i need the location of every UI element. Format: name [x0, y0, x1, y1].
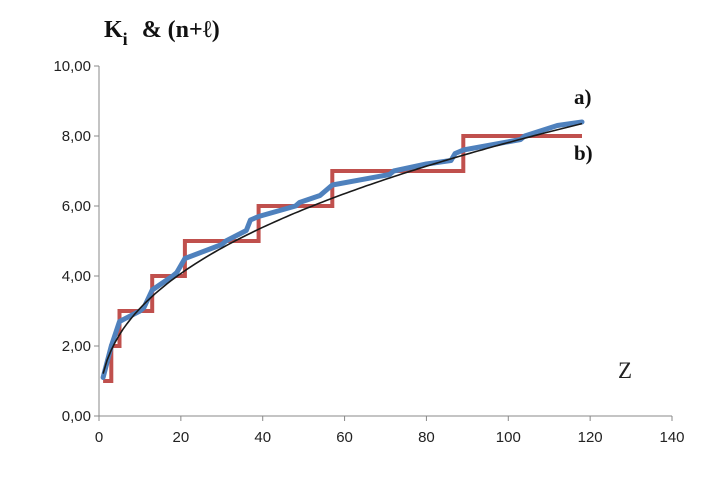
x-tick-label: 80: [418, 429, 435, 446]
chart-title: Ki & (n+ℓ): [104, 17, 220, 49]
plot-series: [100, 119, 585, 383]
x-tick-label: 140: [659, 429, 684, 446]
series-b-line: [103, 134, 582, 383]
y-tick-label: 4,00: [62, 268, 91, 285]
y-tick-label: 6,00: [62, 198, 91, 215]
x-tick-label: 0: [95, 429, 103, 446]
title-text: K: [104, 17, 123, 43]
y-tick-label: 2,00: [62, 338, 91, 355]
x-tick-label: 100: [496, 429, 521, 446]
x-axis-label: Z: [618, 358, 632, 383]
y-tick-label: 8,00: [62, 128, 91, 145]
y-tick-label: 10,00: [53, 58, 91, 75]
y-tick-label: 0,00: [62, 408, 91, 425]
svg-text:Ki& (n+ℓ): Ki & (n+ℓ): [104, 17, 220, 49]
x-tick-label: 20: [173, 429, 190, 446]
series-b-label: b): [574, 141, 593, 165]
title-suffix: & (n+ℓ): [142, 17, 220, 43]
y-axis: 0,00 2,00 4,00 6,00 8,00 10,00: [53, 58, 100, 425]
title-subscript: i: [123, 29, 128, 49]
series-a-label: a): [574, 85, 592, 109]
x-tick-label: 40: [254, 429, 271, 446]
x-axis: 0 20 40 60 80 100 120 140: [95, 415, 685, 446]
series-labels: a) b): [574, 85, 593, 165]
x-tick-label: 60: [336, 429, 353, 446]
x-tick-label: 120: [578, 429, 603, 446]
series-a-line: [100, 119, 585, 380]
trendline: [102, 122, 583, 374]
